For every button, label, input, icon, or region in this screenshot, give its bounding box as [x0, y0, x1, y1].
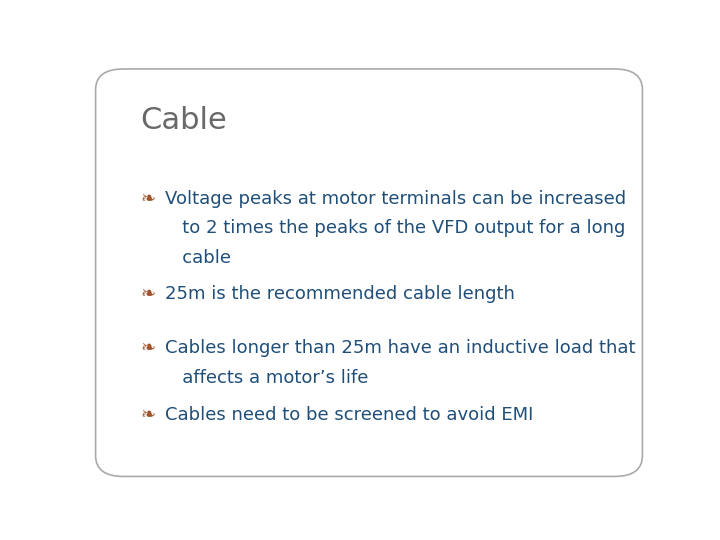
Text: 25m is the recommended cable length: 25m is the recommended cable length	[166, 285, 516, 303]
Text: ❧: ❧	[140, 406, 156, 424]
Text: cable: cable	[166, 249, 231, 267]
Text: affects a motor’s life: affects a motor’s life	[166, 369, 369, 387]
Text: Cables need to be screened to avoid EMI: Cables need to be screened to avoid EMI	[166, 406, 534, 424]
FancyBboxPatch shape	[96, 69, 642, 476]
Text: ❧: ❧	[140, 190, 156, 207]
Text: Voltage peaks at motor terminals can be increased: Voltage peaks at motor terminals can be …	[166, 190, 626, 207]
Text: ❧: ❧	[140, 285, 156, 303]
Text: Cables longer than 25m have an inductive load that: Cables longer than 25m have an inductive…	[166, 339, 636, 357]
Text: Cable: Cable	[140, 106, 227, 136]
Text: ❧: ❧	[140, 339, 156, 357]
Text: to 2 times the peaks of the VFD output for a long: to 2 times the peaks of the VFD output f…	[166, 219, 626, 238]
